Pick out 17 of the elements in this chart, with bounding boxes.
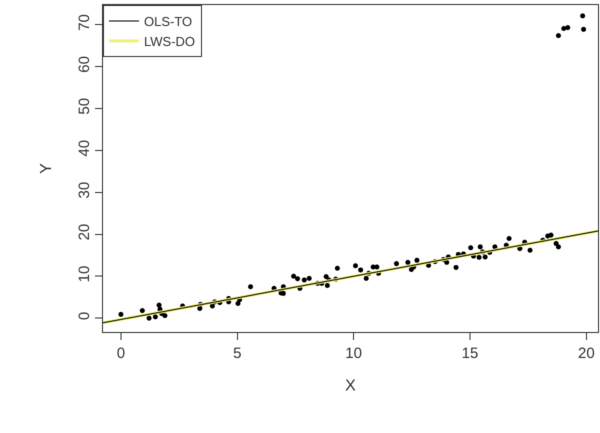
x-tick-label: 5 [233,345,242,362]
y-tick-label: 60 [76,56,93,73]
x-tick-label: 15 [462,345,478,362]
x-tick-label: 20 [578,345,595,362]
y-tick-label: 30 [76,182,93,198]
y-tick-label: 10 [76,266,93,282]
x-tick-label: 10 [345,345,362,362]
legend-label: LWS-DO [144,34,196,49]
y-tick-label: 20 [76,224,93,240]
y-tick-label: 0 [76,312,93,320]
x-tick-label: 0 [116,345,126,362]
legend-label: OLS-TO [144,14,192,30]
x-axis-title: X [345,378,356,395]
y-tick-label: 40 [76,140,93,157]
y-axis-title: Y [38,162,55,174]
y-tick-label: 50 [76,98,93,115]
y-tick-label: 70 [76,14,93,31]
